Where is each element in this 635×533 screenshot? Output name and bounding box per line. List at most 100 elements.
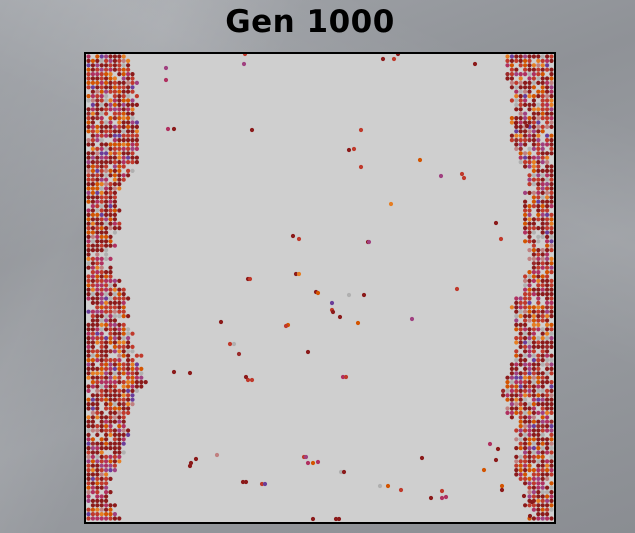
agent-dot	[545, 182, 550, 187]
agent-dot	[99, 146, 104, 151]
agent-dot	[108, 402, 113, 407]
agent-dot	[104, 270, 109, 275]
agent-dot	[99, 300, 104, 305]
agent-dot	[549, 454, 554, 459]
agent-dot	[545, 107, 550, 112]
agent-dot	[117, 107, 122, 112]
agent-dot	[108, 102, 113, 107]
agent-dot	[514, 102, 519, 107]
agent-dot	[481, 467, 487, 473]
agent-dot	[104, 393, 109, 398]
agent-dot	[531, 146, 536, 151]
agent-dot	[290, 233, 296, 239]
agent-dot	[540, 463, 545, 468]
agent-dot	[90, 164, 95, 169]
agent-dot	[121, 89, 126, 94]
agent-dot	[104, 283, 109, 288]
agent-dot	[527, 270, 532, 275]
agent-dot	[104, 322, 109, 327]
agent-dot	[531, 221, 536, 226]
agent-dot	[126, 80, 131, 85]
agent-dot	[95, 221, 100, 226]
agent-dot	[117, 129, 122, 134]
agent-dot	[117, 155, 122, 160]
agent-dot	[336, 516, 342, 522]
agent-dot	[523, 362, 528, 367]
agent-dot	[536, 283, 541, 288]
agent-dot	[527, 226, 532, 231]
agent-dot	[90, 278, 95, 283]
agent-dot	[545, 340, 550, 345]
agent-dot	[193, 456, 199, 462]
agent-dot	[86, 58, 91, 63]
agent-dot	[536, 151, 541, 156]
agent-dot	[108, 468, 113, 473]
agent-dot	[117, 450, 122, 455]
agent-dot	[90, 116, 95, 121]
agent-dot	[86, 243, 91, 248]
agent-dot	[90, 459, 95, 464]
agent-dot	[549, 146, 554, 151]
agent-dot	[86, 472, 91, 477]
agent-dot	[95, 133, 100, 138]
agent-dot	[95, 199, 100, 204]
agent-dot	[527, 375, 532, 380]
agent-dot	[549, 124, 554, 129]
agent-dot	[86, 190, 91, 195]
agent-dot	[117, 358, 122, 363]
agent-dot	[108, 89, 113, 94]
agent-dot	[523, 481, 528, 486]
agent-dot	[545, 507, 550, 512]
agent-dot	[527, 318, 532, 323]
agent-dot	[95, 388, 100, 393]
agent-dot	[540, 256, 545, 261]
agent-dot	[130, 120, 135, 125]
agent-dot	[95, 296, 100, 301]
agent-dot	[126, 111, 131, 116]
agent-dot	[90, 63, 95, 68]
agent-dot	[531, 199, 536, 204]
agent-dot	[104, 454, 109, 459]
agent-dot	[95, 428, 100, 433]
agent-dot	[505, 406, 510, 411]
agent-dot	[90, 507, 95, 512]
agent-dot	[549, 164, 554, 169]
agent-dot	[108, 133, 113, 138]
agent-dot	[531, 450, 536, 455]
agent-dot	[95, 274, 100, 279]
agent-dot	[523, 283, 528, 288]
agent-dot	[134, 366, 139, 371]
agent-dot	[112, 98, 117, 103]
agent-dot	[130, 344, 135, 349]
agent-dot	[536, 234, 541, 239]
agent-dot	[527, 300, 532, 305]
agent-dot	[536, 402, 541, 407]
agent-dot	[247, 276, 253, 282]
agent-dot	[514, 300, 519, 305]
agent-dot	[90, 177, 95, 182]
agent-dot	[549, 199, 554, 204]
agent-dot	[117, 340, 122, 345]
agent-dot	[108, 366, 113, 371]
agent-dot	[527, 239, 532, 244]
agent-dot	[527, 248, 532, 253]
agent-dot	[523, 314, 528, 319]
agent-dot	[545, 410, 550, 415]
agent-dot	[523, 164, 528, 169]
agent-dot	[126, 432, 131, 437]
agent-dot	[99, 410, 104, 415]
agent-dot	[509, 133, 514, 138]
agent-dot	[117, 344, 122, 349]
agent-dot	[527, 58, 532, 63]
agent-dot	[112, 375, 117, 380]
agent-dot	[545, 318, 550, 323]
agent-dot	[95, 226, 100, 231]
agent-dot	[117, 177, 122, 182]
agent-dot	[527, 353, 532, 358]
agent-dot	[90, 151, 95, 156]
agent-dot	[549, 358, 554, 363]
agent-dot	[527, 362, 532, 367]
agent-dot	[531, 331, 536, 336]
agent-dot	[112, 349, 117, 354]
agent-dot	[90, 375, 95, 380]
